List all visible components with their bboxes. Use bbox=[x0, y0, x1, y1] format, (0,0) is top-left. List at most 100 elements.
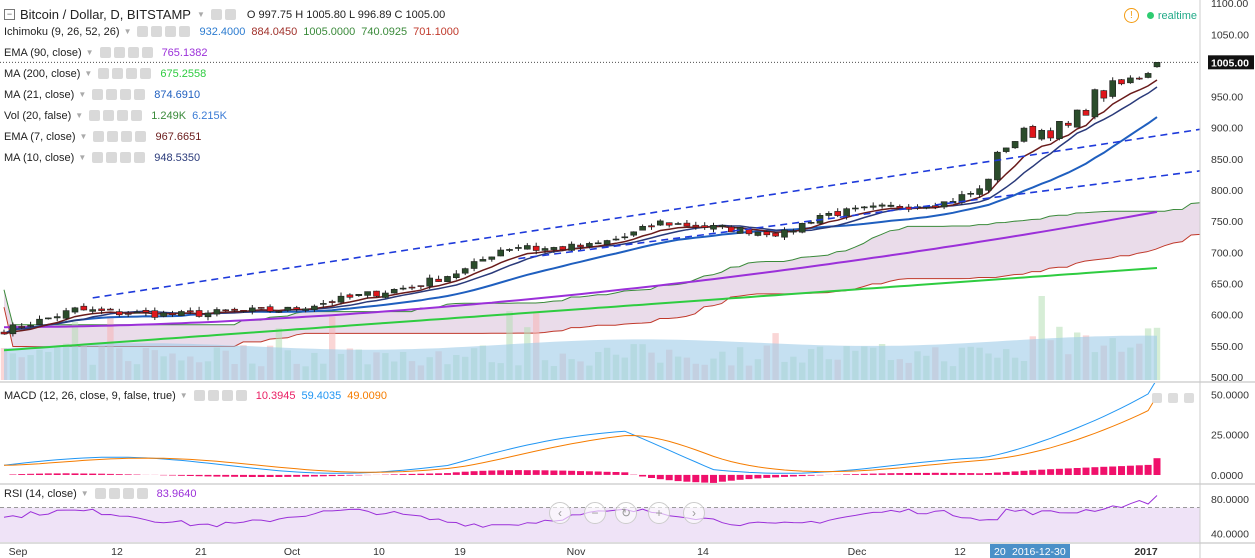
macd-legend[interactable]: MACD (12, 26, close, 9, false, true) ▼ 1… bbox=[4, 388, 393, 403]
time-tick-label: 10 bbox=[373, 546, 385, 558]
pane-up-icon[interactable] bbox=[1152, 393, 1162, 403]
chevron-down-icon[interactable]: ▼ bbox=[79, 132, 88, 141]
zoom-in-icon[interactable]: + bbox=[648, 502, 670, 524]
macd-histogram-bar bbox=[976, 473, 984, 475]
macd-histogram-bar bbox=[1144, 464, 1152, 475]
macd-histogram-bar bbox=[905, 473, 913, 475]
macd-histogram-bar bbox=[878, 473, 886, 475]
macd-histogram-bar bbox=[603, 471, 611, 475]
candlestick-series[interactable] bbox=[0, 61, 1161, 337]
volume-bar bbox=[1038, 296, 1045, 380]
rsi-legend[interactable]: RSI (14, close) ▼ 83.9640 bbox=[4, 486, 202, 501]
indicator-tools[interactable] bbox=[98, 68, 154, 79]
candle-body bbox=[807, 222, 815, 224]
candle-body bbox=[284, 306, 292, 311]
macd-histogram-bar bbox=[337, 474, 345, 476]
indicator-tools[interactable] bbox=[93, 131, 149, 142]
candle-body bbox=[860, 206, 868, 209]
candle-body bbox=[328, 301, 336, 303]
macd-histogram-bar bbox=[62, 473, 70, 475]
chevron-down-icon[interactable]: ▼ bbox=[85, 48, 94, 57]
candle-body bbox=[80, 305, 88, 311]
indicator-value: 967.6651 bbox=[155, 130, 202, 143]
candle-body bbox=[710, 225, 717, 230]
candle-body bbox=[408, 286, 416, 289]
indicator-label: MA (21, close) bbox=[4, 88, 75, 101]
macd-histogram-bar bbox=[346, 474, 354, 476]
warning-icon[interactable]: ! bbox=[1123, 8, 1139, 23]
indicator-tools[interactable] bbox=[137, 26, 193, 37]
indicator-legend-ichimoku[interactable]: Ichimoku (9, 26, 52, 26) ▼ 932.4000 884.045… bbox=[4, 24, 465, 39]
candle-body bbox=[160, 312, 167, 317]
indicator-tools[interactable] bbox=[193, 390, 250, 401]
chevron-down-icon[interactable]: ▼ bbox=[75, 111, 84, 120]
indicator-value: 884.0450 bbox=[251, 25, 298, 38]
minus-square-icon[interactable]: − bbox=[4, 9, 15, 20]
symbol-title[interactable]: Bitcoin / Dollar, D, BITSTAMP bbox=[20, 7, 191, 22]
macd-histogram-bar bbox=[222, 474, 230, 477]
indicator-tools[interactable] bbox=[94, 488, 151, 499]
header-tools[interactable] bbox=[210, 9, 239, 20]
reset-icon[interactable]: ↻ bbox=[615, 502, 637, 524]
chevron-right-icon[interactable]: › bbox=[683, 502, 705, 524]
candle-body bbox=[878, 204, 886, 207]
indicator-label: RSI (14, close) bbox=[4, 487, 77, 500]
macd-histogram-bar bbox=[417, 473, 425, 475]
chevron-left-icon[interactable]: ‹ bbox=[549, 502, 571, 524]
macd-histogram-bar bbox=[550, 470, 558, 475]
candle-body bbox=[621, 236, 629, 239]
macd-histogram-bar bbox=[115, 474, 123, 475]
time-tick-label: 21 bbox=[195, 546, 207, 558]
candle-body bbox=[231, 308, 238, 311]
chevron-down-icon[interactable]: ▼ bbox=[78, 153, 87, 162]
macd-histogram-bar bbox=[922, 472, 930, 475]
candle-body bbox=[798, 223, 806, 233]
candle-body bbox=[1127, 77, 1134, 84]
macd-histogram-bar bbox=[594, 471, 602, 475]
volume-bars bbox=[0, 296, 1161, 380]
candle-body bbox=[630, 231, 638, 236]
realtime-status: ! realtime bbox=[1123, 8, 1197, 23]
macd-histogram-bar bbox=[869, 473, 877, 475]
macd-histogram-bar bbox=[461, 471, 469, 475]
chevron-down-icon[interactable]: ▼ bbox=[123, 27, 132, 36]
macd-histogram-bar bbox=[204, 474, 212, 477]
candle-body bbox=[790, 230, 797, 233]
indicator-legend-vol[interactable]: Vol (20, false) ▼ 1.249K 6.215K bbox=[4, 108, 233, 123]
candle-body bbox=[293, 307, 301, 310]
chevron-down-icon[interactable]: ▼ bbox=[84, 69, 93, 78]
chevron-down-icon[interactable]: ▼ bbox=[179, 391, 188, 400]
indicator-legend-ma200[interactable]: MA (200, close) ▼ 675.2558 bbox=[4, 66, 212, 81]
indicator-legend-ma21[interactable]: MA (21, close) ▼ 874.6910 bbox=[4, 87, 206, 102]
indicator-legend-ma10[interactable]: MA (10, close) ▼ 948.5350 bbox=[4, 150, 206, 165]
macd-histogram-bar bbox=[488, 470, 496, 475]
trendlines[interactable] bbox=[92, 121, 1255, 299]
pane-close-icon[interactable] bbox=[1184, 393, 1194, 403]
indicator-tools[interactable] bbox=[89, 110, 145, 121]
candle-body bbox=[1038, 130, 1045, 140]
indicator-legend-ema90[interactable]: EMA (90, close) ▼ 765.1382 bbox=[4, 45, 213, 60]
macd-histogram-bar bbox=[887, 473, 895, 475]
time-tick-label: Oct bbox=[284, 546, 300, 558]
indicator-tools[interactable] bbox=[92, 89, 148, 100]
candle-body bbox=[532, 245, 540, 251]
crosshair-date-prefix: 20 bbox=[994, 546, 1006, 558]
price-tick-label: 950.00 bbox=[1211, 92, 1243, 104]
chevron-down-icon[interactable]: ▼ bbox=[78, 90, 87, 99]
macd-histogram-bar bbox=[27, 473, 35, 475]
indicator-legend-ema7[interactable]: EMA (7, close) ▼ 967.6651 bbox=[4, 129, 207, 144]
pane-down-icon[interactable] bbox=[1168, 393, 1178, 403]
candle-body bbox=[124, 312, 132, 315]
indicator-tools[interactable] bbox=[92, 152, 148, 163]
ma200-line bbox=[3, 267, 1158, 352]
indicator-tools[interactable] bbox=[99, 47, 156, 58]
candle-body bbox=[355, 293, 363, 296]
macd-line-value: 59.4035 bbox=[301, 389, 342, 402]
candle-body bbox=[169, 312, 176, 316]
macd-histogram-bar bbox=[1020, 470, 1028, 475]
chevron-down-icon[interactable]: ▼ bbox=[196, 10, 205, 19]
zoom-out-icon[interactable]: − bbox=[584, 502, 606, 524]
senkou-span-a bbox=[3, 202, 1200, 326]
chevron-down-icon[interactable]: ▼ bbox=[80, 489, 89, 498]
